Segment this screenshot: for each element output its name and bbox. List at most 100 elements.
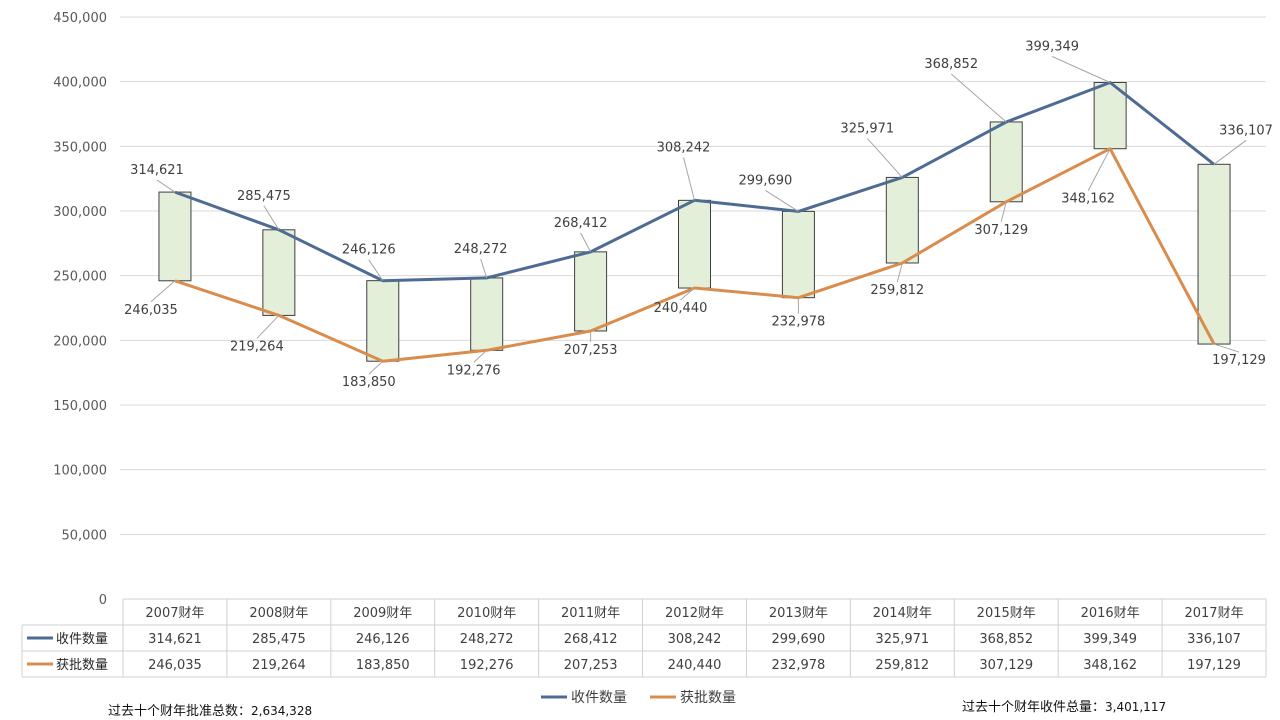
y-tick-label: 350,000: [53, 140, 107, 155]
leader-line: [263, 205, 280, 231]
x-tick-label: 2014财年: [873, 606, 932, 621]
data-label-approved: 192,276: [447, 363, 501, 378]
data-label-received: 268,412: [554, 216, 608, 231]
y-tick-label: 200,000: [53, 334, 107, 349]
y-tick-label: 300,000: [53, 205, 107, 220]
leader-line: [156, 179, 176, 193]
x-tick-label: 2011财年: [561, 606, 620, 621]
data-label-approved: 219,264: [230, 339, 284, 354]
up-down-bar: [1197, 163, 1231, 345]
table-cell: 259,812: [875, 658, 929, 673]
legend-label: 收件数量: [571, 690, 627, 706]
up-down-bar: [262, 229, 296, 316]
x-tick-label: 2007财年: [145, 606, 204, 621]
leader-line: [1000, 201, 1007, 222]
data-label-approved: 197,129: [1212, 353, 1266, 368]
up-down-bar: [158, 191, 192, 282]
table-series-name: 收件数量: [56, 632, 108, 647]
data-label-approved: 307,129: [974, 223, 1028, 238]
table-cell: 246,035: [148, 658, 202, 673]
leader-line: [1213, 139, 1247, 165]
table-cell: 368,852: [979, 632, 1033, 647]
total-approved-note: 过去十个财年批准总数：2,634,328: [108, 700, 312, 719]
y-tick-label: 50,000: [62, 528, 108, 543]
x-tick-label: 2016财年: [1081, 606, 1140, 621]
table-cell: 348,162: [1083, 658, 1137, 673]
y-tick-label: 250,000: [53, 270, 107, 285]
data-label-received: 399,349: [1025, 40, 1079, 55]
table-series-name: 获批数量: [56, 658, 108, 673]
data-label-received: 314,621: [130, 163, 184, 178]
total-received-note: 过去十个财年收件总量：3,401,117: [962, 696, 1166, 715]
y-tick-label: 0: [99, 593, 107, 608]
table-cell: 285,475: [252, 632, 306, 647]
table-cell: 246,126: [356, 632, 410, 647]
x-tick-label: 2009财年: [353, 606, 412, 621]
table-cell: 307,129: [979, 658, 1033, 673]
data-label-approved: 232,978: [772, 315, 826, 330]
data-label-received: 368,852: [924, 57, 978, 72]
legend-label: 获批数量: [680, 690, 736, 706]
leader-line: [1087, 148, 1111, 191]
up-down-bar: [781, 210, 815, 299]
up-down-bar: [678, 199, 711, 289]
table-cell: 192,276: [460, 658, 514, 673]
total-approved-number: 2,634,328: [251, 704, 313, 718]
x-tick-label: 2015财年: [977, 606, 1036, 621]
total-approved-label: 过去十个财年批准总数：: [108, 704, 252, 719]
data-label-received: 248,272: [454, 242, 508, 257]
x-tick-label: 2017财年: [1184, 606, 1243, 621]
leader-line: [765, 189, 799, 212]
table-cell: 240,440: [668, 658, 722, 673]
x-tick-label: 2008财年: [249, 606, 308, 621]
leader-line: [1213, 343, 1240, 353]
leader-line: [680, 287, 695, 301]
data-label-approved: 259,812: [870, 283, 924, 298]
leader-line: [580, 232, 592, 253]
series-line-approved: [174, 147, 1216, 363]
data-label-approved: 246,035: [124, 303, 178, 318]
data-label-approved: 183,850: [342, 375, 396, 390]
up-down-bar: [989, 121, 1023, 203]
data-label-received: 308,242: [657, 140, 711, 155]
up-down-bar: [885, 176, 919, 264]
data-label-received: 246,126: [342, 243, 396, 258]
up-down-bar: [574, 251, 608, 332]
x-tick-label: 2013财年: [769, 606, 828, 621]
leader-line: [683, 157, 695, 201]
table-cell: 232,978: [772, 658, 826, 673]
table-cell: 183,850: [356, 658, 410, 673]
y-tick-label: 150,000: [53, 399, 107, 414]
table-cell: 299,690: [772, 632, 826, 647]
leader-line: [866, 138, 903, 178]
table-cell: 268,412: [564, 632, 618, 647]
leader-line: [256, 315, 280, 339]
y-tick-label: 400,000: [53, 76, 107, 91]
table-cell: 219,264: [252, 658, 306, 673]
data-label-received: 336,107: [1219, 123, 1273, 138]
data-label-approved: 348,162: [1061, 192, 1115, 207]
y-tick-label: 450,000: [53, 11, 107, 26]
y-tick-label: 100,000: [53, 464, 107, 479]
total-received-value: 3,401,117: [1105, 700, 1167, 714]
table-cell: 197,129: [1187, 658, 1241, 673]
data-label-approved: 207,253: [564, 343, 618, 358]
table-cell: 248,272: [460, 632, 514, 647]
data-label-approved: 240,440: [654, 301, 708, 316]
table-cell: 308,242: [668, 632, 722, 647]
table-cell: 325,971: [875, 632, 929, 647]
table-cell: 314,621: [148, 632, 202, 647]
leader-line: [950, 73, 1007, 123]
leader-line: [150, 280, 176, 303]
leader-line: [480, 258, 488, 279]
leader-line: [368, 259, 384, 281]
leader-line: [473, 349, 488, 363]
data-label-received: 299,690: [739, 173, 793, 188]
x-tick-label: 2010财年: [457, 606, 516, 621]
leader-line: [1051, 56, 1111, 83]
data-label-received: 325,971: [840, 121, 894, 136]
x-tick-label: 2012财年: [665, 606, 724, 621]
leader-line: [368, 360, 384, 375]
total-received-label: 过去十个财年收件总量：: [962, 700, 1106, 715]
